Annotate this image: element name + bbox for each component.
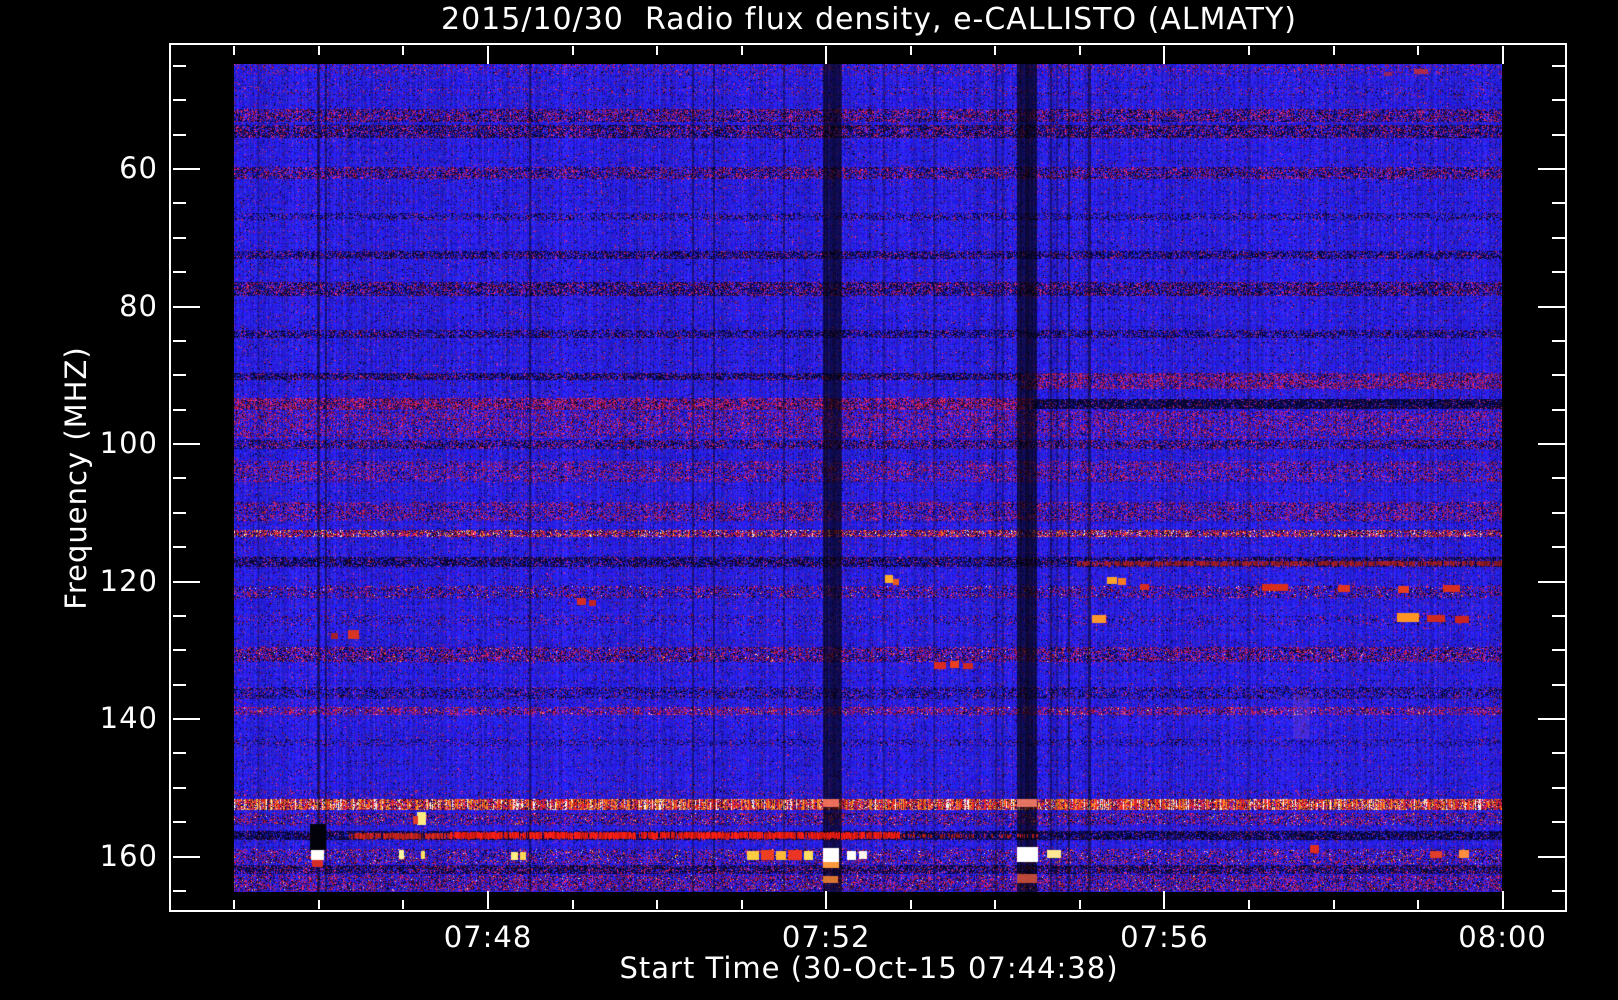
x-tick-label: 08:00 (1433, 920, 1573, 954)
chart-title: 2015/10/30 Radio flux density, e-CALLIST… (171, 2, 1567, 37)
x-tick-label: 07:52 (756, 920, 896, 954)
y-tick-label: 160 (58, 839, 158, 873)
x-tick-label: 07:48 (418, 920, 558, 954)
y-axis-label: Frequency (MHZ) (59, 278, 91, 678)
y-tick-label: 60 (58, 151, 158, 185)
y-tick-label: 140 (58, 701, 158, 735)
spectrogram-canvas (234, 64, 1502, 892)
x-tick-label: 07:56 (1094, 920, 1234, 954)
spectrogram-page: { "page": {"background": "#000000", "for… (0, 0, 1618, 1000)
x-axis-label: Start Time (30-Oct-15 07:44:38) (171, 951, 1567, 985)
